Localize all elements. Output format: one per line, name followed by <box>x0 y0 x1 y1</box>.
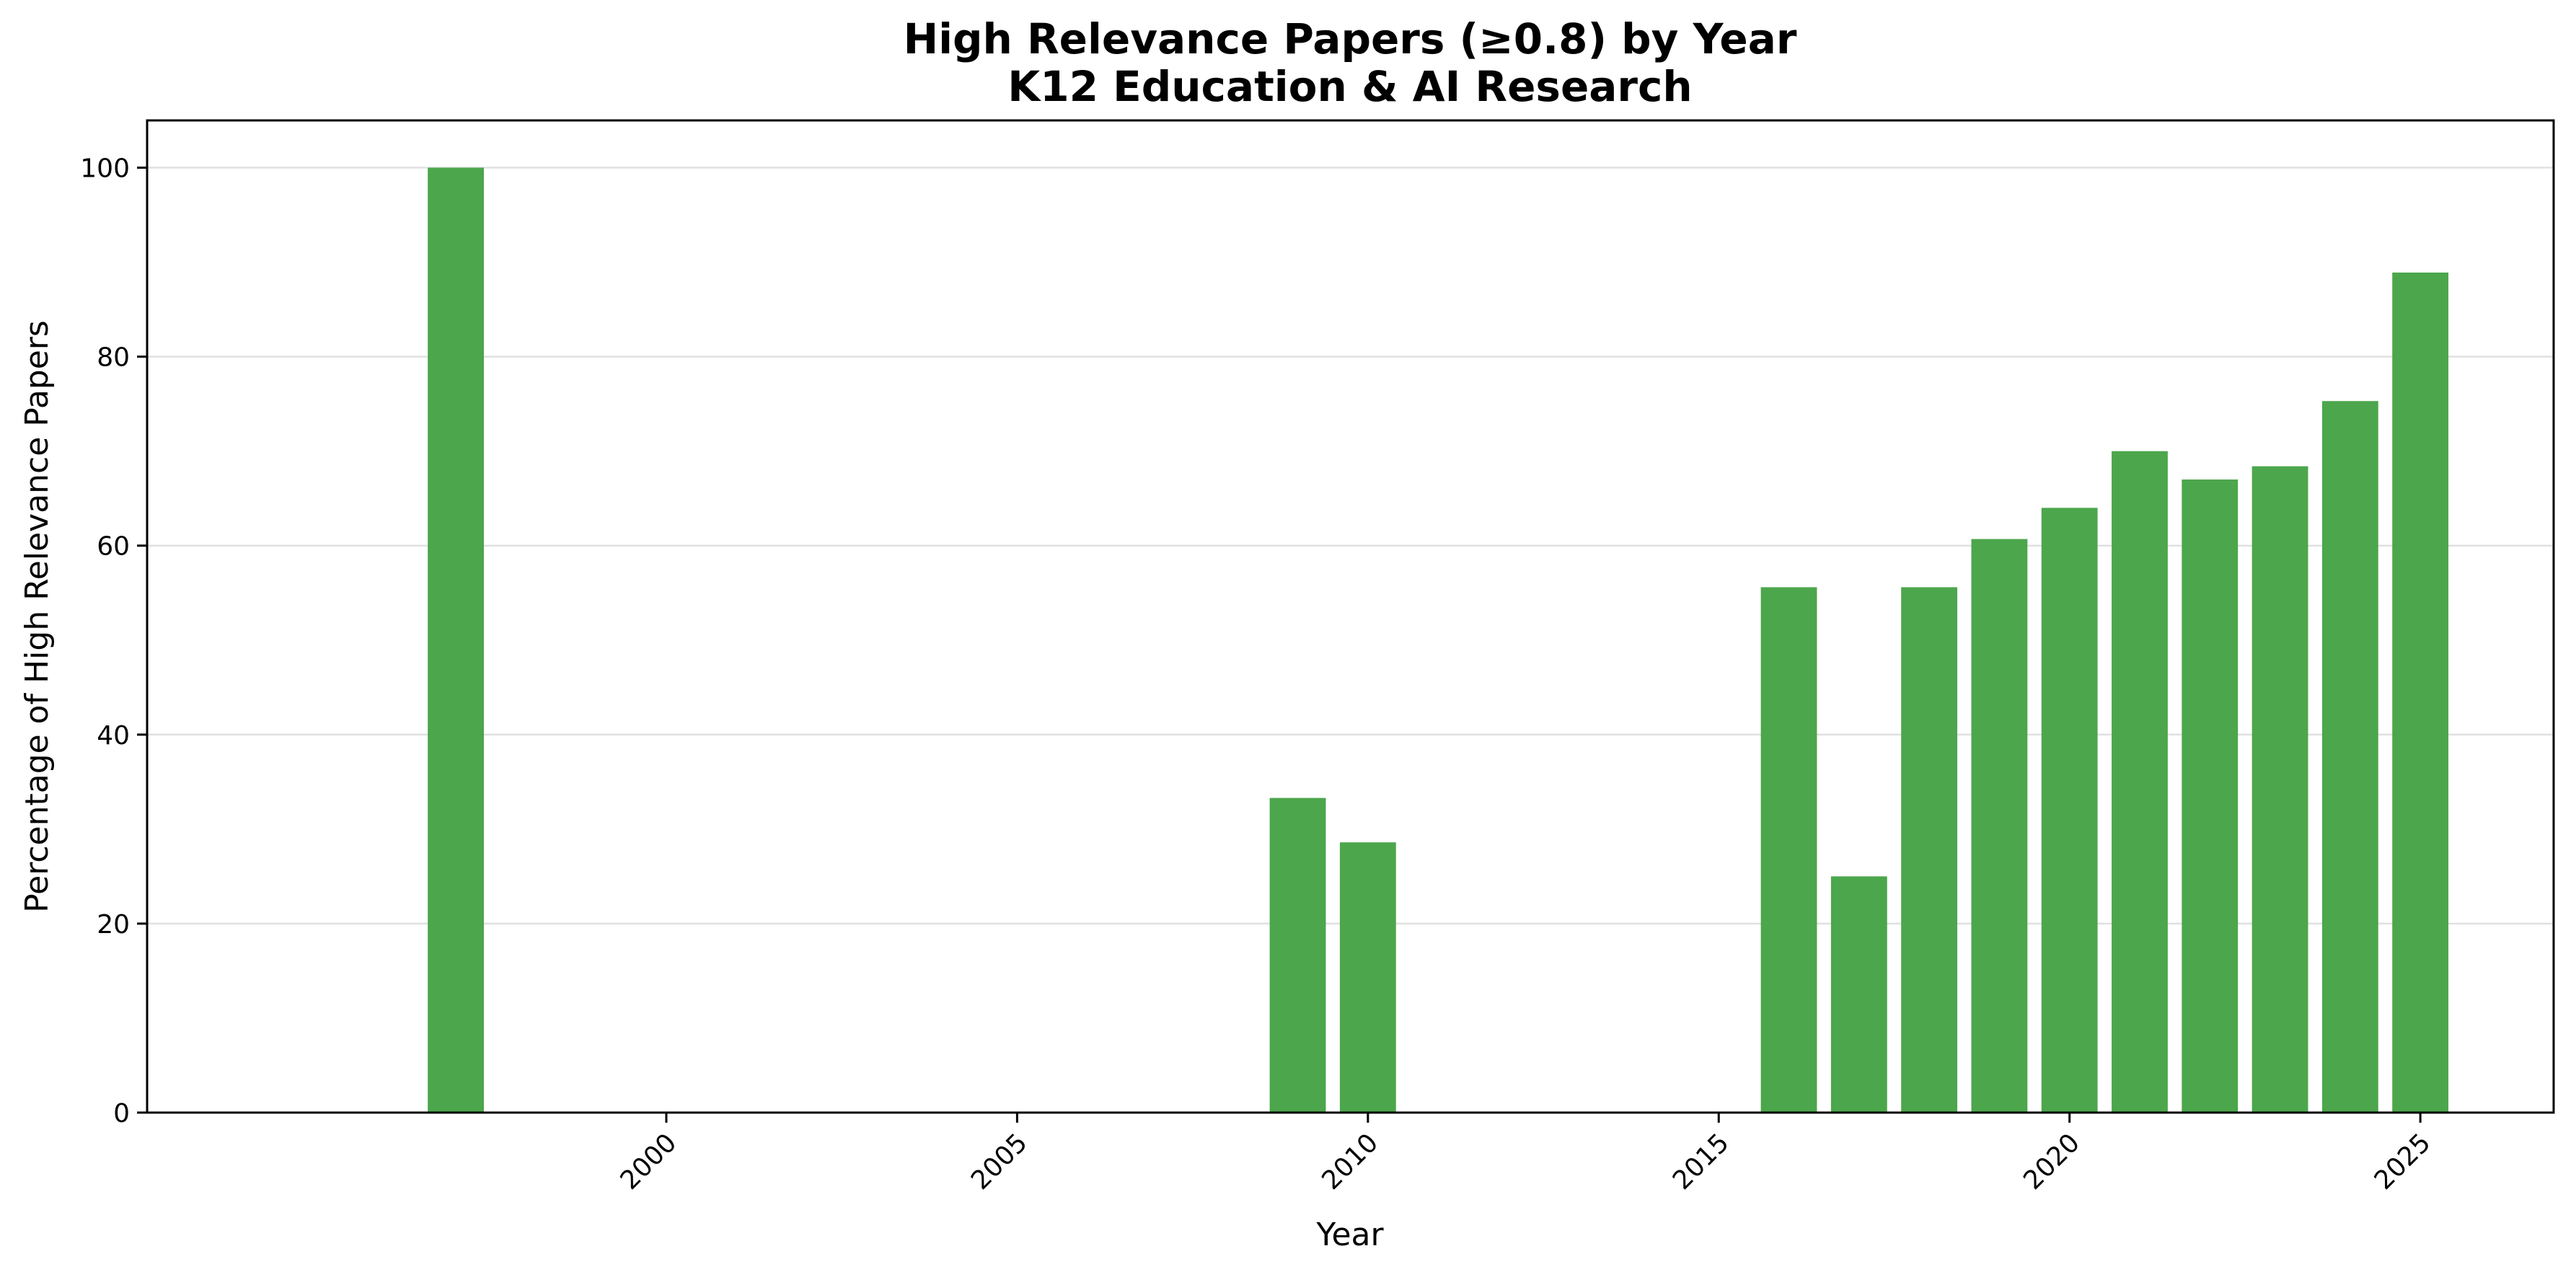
x-tick-label: 2005 <box>966 1128 1033 1196</box>
bar-2017 <box>1830 876 1887 1113</box>
bars <box>428 167 2449 1113</box>
x-tick-label: 2020 <box>2018 1128 2086 1196</box>
chart-subtitle: K12 Education & AI Research <box>1007 62 1692 111</box>
bar-1997 <box>428 167 484 1113</box>
y-tick-label: 40 <box>97 721 130 751</box>
bar-2025 <box>2392 272 2449 1113</box>
y-tick-label: 60 <box>97 532 130 562</box>
y-axis-label: Percentage of High Relevance Papers <box>19 320 56 913</box>
plot-frame <box>146 119 2555 1114</box>
x-axis-label: Year <box>1315 1216 1384 1253</box>
x-tick-label: 2000 <box>615 1128 683 1196</box>
y-tick-label: 20 <box>97 910 130 940</box>
x-tick-label: 2010 <box>1316 1128 1384 1196</box>
bar-2021 <box>2112 451 2168 1113</box>
bar-2024 <box>2321 401 2378 1113</box>
y-tick-label: 80 <box>97 343 130 373</box>
chart-title: High Relevance Papers (≥0.8) by Year <box>904 14 1797 63</box>
bar-2020 <box>2041 508 2098 1113</box>
bar-2010 <box>1339 842 1396 1113</box>
bar-2022 <box>2182 479 2238 1113</box>
y-tick-label: 100 <box>80 154 130 184</box>
bar-2009 <box>1269 797 1326 1113</box>
y-axis: 0 20 40 60 80 100 <box>80 154 147 1128</box>
bar-2023 <box>2251 466 2308 1113</box>
bar-2018 <box>1901 587 1958 1113</box>
x-tick-label: 2025 <box>2369 1128 2437 1196</box>
x-tick-label: 2015 <box>1667 1128 1735 1196</box>
bar-2016 <box>1760 587 1817 1113</box>
y-tick-label: 0 <box>113 1099 130 1128</box>
x-axis: 2000 2005 2010 2015 2020 2025 <box>615 1113 2437 1196</box>
bar-2019 <box>1971 539 2028 1113</box>
